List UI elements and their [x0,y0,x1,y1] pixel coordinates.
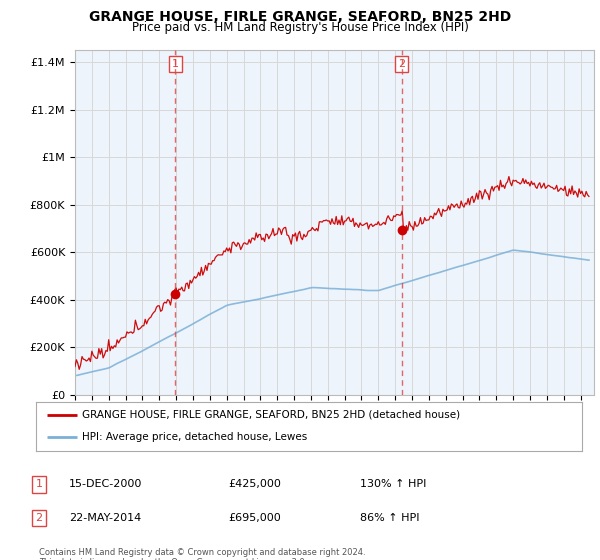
Text: 1: 1 [172,59,179,69]
Text: 22-MAY-2014: 22-MAY-2014 [69,513,141,523]
Text: 1: 1 [35,479,43,489]
Text: GRANGE HOUSE, FIRLE GRANGE, SEAFORD, BN25 2HD (detached house): GRANGE HOUSE, FIRLE GRANGE, SEAFORD, BN2… [82,410,461,420]
Text: GRANGE HOUSE, FIRLE GRANGE, SEAFORD, BN25 2HD: GRANGE HOUSE, FIRLE GRANGE, SEAFORD, BN2… [89,10,511,24]
Text: 15-DEC-2000: 15-DEC-2000 [69,479,142,489]
Text: HPI: Average price, detached house, Lewes: HPI: Average price, detached house, Lewe… [82,432,308,442]
Text: £695,000: £695,000 [228,513,281,523]
Text: Contains HM Land Registry data © Crown copyright and database right 2024.
This d: Contains HM Land Registry data © Crown c… [39,548,365,560]
Text: Price paid vs. HM Land Registry's House Price Index (HPI): Price paid vs. HM Land Registry's House … [131,21,469,34]
Text: 86% ↑ HPI: 86% ↑ HPI [360,513,419,523]
Text: 2: 2 [35,513,43,523]
Text: 2: 2 [398,59,405,69]
Text: £425,000: £425,000 [228,479,281,489]
Text: 130% ↑ HPI: 130% ↑ HPI [360,479,427,489]
